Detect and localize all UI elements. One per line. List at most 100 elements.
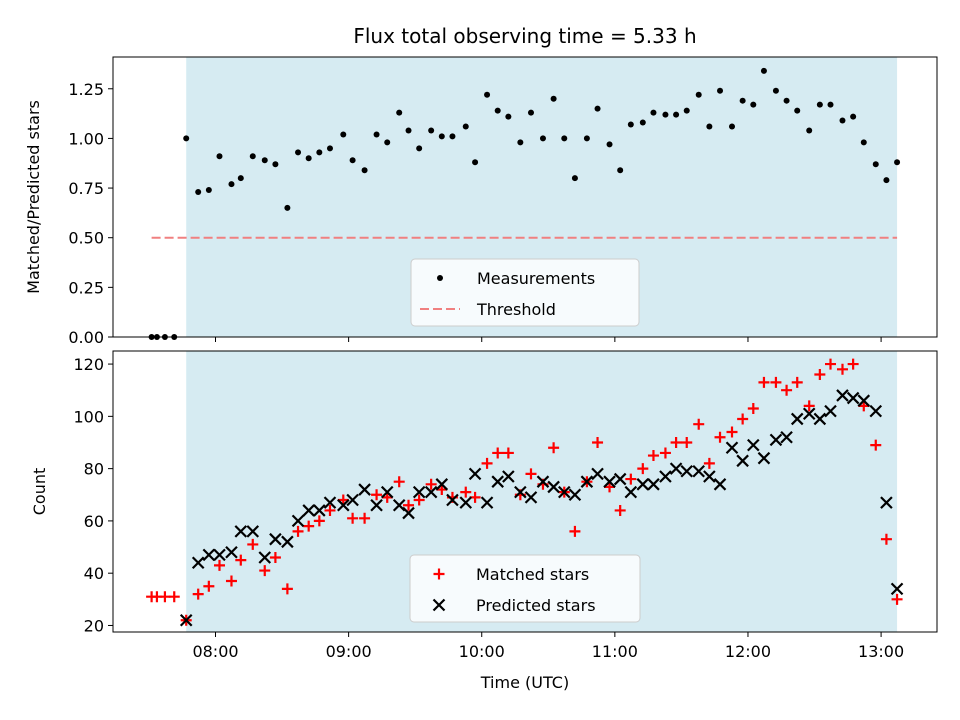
matched-star-point bbox=[747, 403, 759, 415]
predicted-star-point bbox=[269, 532, 282, 546]
legend: Measurements Threshold bbox=[410, 258, 640, 327]
matched-star-point bbox=[168, 591, 180, 603]
measurement-point bbox=[472, 159, 479, 166]
predicted-star-point bbox=[736, 454, 749, 468]
matched-star-point bbox=[481, 457, 493, 469]
predicted-star-point bbox=[246, 525, 260, 538]
legend-measurement-swatch bbox=[437, 275, 443, 281]
matched-star-point bbox=[781, 384, 793, 396]
matched-star-point bbox=[870, 439, 882, 451]
legend-predicted-swatch bbox=[432, 598, 446, 612]
measurement-point bbox=[850, 113, 857, 120]
matched-star-point bbox=[604, 481, 616, 493]
measurement-point bbox=[583, 135, 590, 142]
measurement-point bbox=[760, 67, 767, 74]
axes-frame bbox=[112, 56, 938, 338]
y-tick-label: 0.00 bbox=[68, 328, 104, 347]
predicted-star-point bbox=[557, 485, 571, 499]
y-axis-label: Count bbox=[30, 468, 49, 516]
predicted-star-point bbox=[568, 488, 582, 502]
measurement-point bbox=[571, 175, 578, 182]
predicted-star-point bbox=[613, 472, 627, 486]
measurement-point bbox=[839, 117, 846, 124]
predicted-star-point bbox=[624, 485, 638, 499]
matched-star-point bbox=[292, 525, 304, 537]
measurement-point bbox=[484, 91, 491, 98]
matched-star-point bbox=[436, 484, 448, 496]
measurement-point bbox=[794, 107, 801, 114]
measurement-point bbox=[361, 167, 368, 174]
matched-star-point bbox=[714, 431, 726, 443]
matched-star-point bbox=[693, 418, 705, 430]
measurement-point bbox=[706, 123, 713, 130]
y-tick-label: 120 bbox=[73, 355, 104, 374]
predicted-star-point bbox=[302, 504, 315, 517]
predicted-star-point bbox=[769, 433, 783, 447]
matched-star-point bbox=[247, 538, 259, 550]
predicted-star-point bbox=[291, 514, 305, 528]
y-tick-label: 60 bbox=[84, 512, 104, 531]
measurement-point bbox=[205, 187, 212, 194]
measurement-point bbox=[728, 123, 735, 130]
measurement-point bbox=[384, 139, 391, 146]
matched-star-point bbox=[203, 580, 215, 592]
matched-star-point bbox=[403, 499, 415, 511]
measurement-point bbox=[517, 139, 524, 146]
predicted-star-point bbox=[836, 389, 849, 402]
matched-star-point bbox=[814, 369, 826, 381]
predicted-star-point bbox=[790, 412, 804, 426]
measurement-point bbox=[428, 127, 435, 134]
measurement-point bbox=[739, 97, 746, 104]
matched-star-point bbox=[647, 450, 659, 462]
predicted-star-point bbox=[459, 496, 473, 509]
matched-star-point bbox=[758, 376, 770, 388]
matched-star-point bbox=[681, 436, 693, 448]
legend-box bbox=[410, 258, 640, 327]
measurement-point bbox=[639, 119, 646, 126]
measurement-point bbox=[438, 133, 445, 140]
legend-label: Threshold bbox=[476, 300, 556, 319]
measurement-point bbox=[249, 153, 256, 160]
matched-star-point bbox=[192, 588, 204, 600]
axes-frame bbox=[112, 350, 938, 633]
measurement-point bbox=[237, 175, 244, 182]
y-tick-label: 20 bbox=[84, 616, 104, 635]
matched-star-point bbox=[371, 489, 383, 501]
measurement-point bbox=[594, 105, 601, 112]
measurement-point bbox=[606, 141, 613, 148]
matched-star-point bbox=[847, 358, 859, 370]
matched-star-point bbox=[347, 512, 359, 524]
predicted-star-point bbox=[703, 470, 716, 483]
x-tick-label: 09:00 bbox=[326, 642, 372, 661]
measurement-point bbox=[373, 131, 380, 138]
predicted-star-point bbox=[747, 438, 760, 452]
y-tick-label: 1.25 bbox=[68, 80, 104, 99]
predicted-star-point bbox=[337, 498, 350, 512]
predicted-star-point bbox=[435, 478, 449, 491]
y-tick-label: 0.25 bbox=[68, 278, 104, 297]
y-tick-label: 0.75 bbox=[68, 179, 104, 198]
measurement-point bbox=[349, 157, 356, 164]
matched-star-point bbox=[460, 486, 472, 498]
matched-star-point bbox=[791, 376, 803, 388]
predicted-star-point bbox=[857, 394, 871, 407]
predicted-star-point bbox=[514, 485, 527, 499]
predicted-star-point bbox=[424, 485, 438, 499]
matched-star-point bbox=[891, 593, 903, 605]
measurement-point bbox=[673, 111, 680, 118]
y-tick-label: 40 bbox=[84, 564, 104, 583]
predicted-star-point bbox=[692, 464, 705, 478]
predicted-star-point bbox=[313, 504, 326, 517]
measurement-point bbox=[662, 111, 669, 118]
measurement-point bbox=[783, 97, 790, 104]
predicted-star-point bbox=[659, 470, 672, 483]
legend-label: Predicted stars bbox=[476, 596, 596, 615]
measurement-point bbox=[527, 109, 534, 116]
matched-star-point bbox=[381, 491, 393, 503]
measurement-point bbox=[326, 145, 333, 152]
predicted-star-point bbox=[323, 496, 337, 509]
predicted-star-point bbox=[502, 470, 515, 483]
matched-star-point bbox=[502, 447, 514, 459]
predicted-star-point bbox=[636, 478, 650, 491]
matched-star-point bbox=[825, 358, 837, 370]
